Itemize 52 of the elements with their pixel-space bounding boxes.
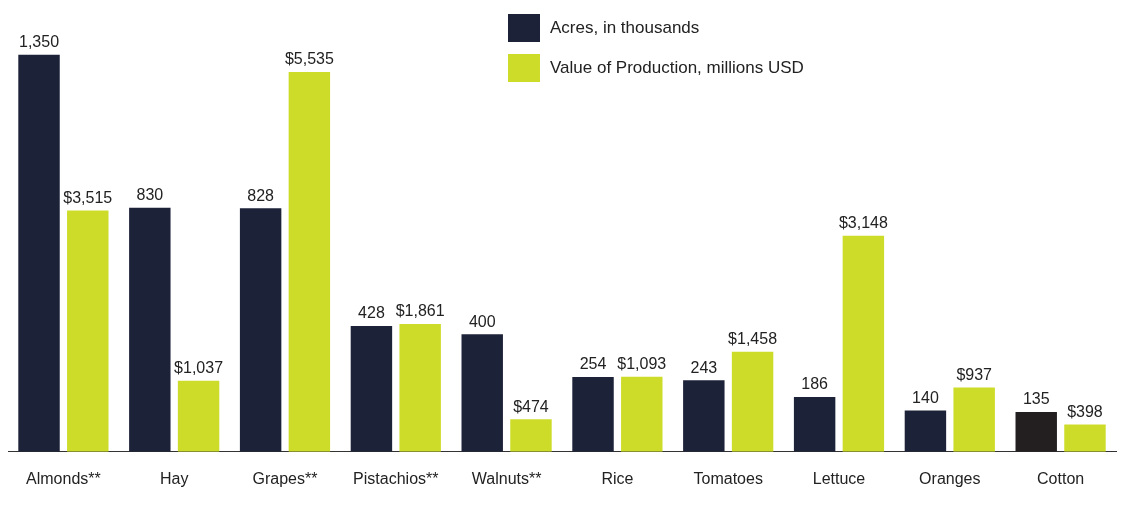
data-label: $398 [1067, 402, 1103, 420]
data-label: $937 [956, 365, 993, 383]
data-label: $474 [513, 397, 549, 415]
data-label: $5,535 [284, 50, 334, 68]
data-label: $1,458 [728, 330, 778, 348]
x-tick-label: Walnuts** [471, 469, 542, 487]
bar [953, 387, 995, 452]
bar [18, 54, 60, 452]
x-tick-label: Hay [159, 469, 189, 487]
bar [1015, 412, 1057, 452]
x-tick-label: Tomatoes [693, 469, 763, 487]
bar [461, 334, 503, 452]
bar [67, 210, 109, 452]
x-tick-label: Oranges [919, 469, 981, 487]
data-label: $3,148 [838, 214, 888, 232]
bar [129, 207, 171, 452]
x-tick-label: Pistachios** [353, 469, 439, 487]
data-label: 830 [136, 186, 164, 204]
bar [177, 380, 220, 452]
bar [1064, 424, 1106, 452]
x-tick-label: Lettuce [812, 469, 866, 487]
bar [904, 410, 947, 452]
data-label: 1,350 [19, 33, 60, 51]
x-tick-label: Rice [601, 469, 634, 487]
bar [399, 324, 441, 452]
bar [288, 71, 331, 452]
data-label: $1,093 [617, 355, 667, 373]
data-label: 828 [247, 186, 275, 204]
bar [683, 380, 725, 452]
legend-label: Acres, in thousands [550, 18, 700, 38]
bar [793, 397, 836, 452]
bar [510, 419, 552, 452]
legend-label: Value of Production, millions USD [550, 58, 804, 78]
x-tick-label: Cotton [1037, 469, 1085, 487]
data-label: $1,037 [174, 359, 224, 377]
x-tick-label: Grapes** [252, 469, 318, 487]
data-label: $3,515 [63, 188, 113, 206]
data-label: $1,861 [395, 302, 445, 320]
bar [239, 208, 282, 452]
data-label: 254 [579, 355, 607, 373]
bar [842, 235, 885, 452]
bar [572, 377, 614, 452]
data-label: 186 [801, 375, 829, 393]
data-label: 243 [690, 358, 718, 376]
bar [350, 325, 393, 452]
data-label: 140 [912, 389, 939, 407]
bar [731, 351, 774, 452]
data-label: 135 [1022, 390, 1050, 408]
data-label: 428 [358, 304, 385, 322]
data-label: 400 [468, 312, 496, 330]
bar [621, 376, 663, 452]
x-tick-label: Almonds** [26, 469, 101, 487]
